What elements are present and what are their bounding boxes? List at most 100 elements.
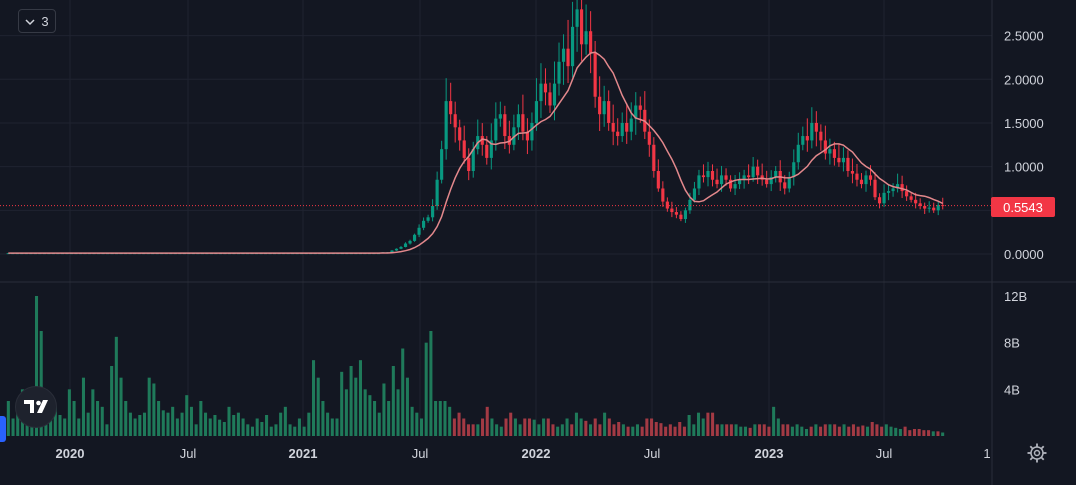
volume-bar	[931, 431, 935, 436]
candle-body	[850, 171, 855, 174]
volume-bar	[11, 418, 15, 436]
volume-axis[interactable]: 4B 8B 12B	[1004, 289, 1027, 397]
volume-bar	[856, 426, 860, 436]
candle-body	[467, 157, 471, 171]
volume-bar	[171, 406, 175, 436]
price-tick-label: 2.5000	[1004, 29, 1044, 44]
candle-body	[602, 101, 606, 115]
candle-body	[462, 140, 466, 158]
volume-bar	[448, 406, 452, 436]
volume-bar	[175, 418, 179, 436]
volume-bar	[734, 424, 738, 436]
volume-bar	[283, 406, 287, 436]
volume-bar	[753, 424, 757, 436]
candle-body	[489, 140, 493, 158]
volume-bar	[321, 401, 325, 436]
volume-bar	[396, 389, 400, 436]
candle-body	[593, 53, 597, 97]
price-tick-label: 1.5000	[1004, 116, 1044, 131]
volume-bar	[269, 426, 273, 436]
time-tick-label: 2020	[56, 446, 85, 461]
volume-bars	[6, 296, 945, 436]
volume-bar	[232, 415, 236, 436]
volume-bar	[490, 418, 494, 436]
volume-bar	[438, 401, 442, 436]
candle-body	[399, 247, 403, 249]
volume-bar	[635, 424, 640, 436]
candle-body	[417, 227, 421, 235]
time-tick-label: Jul	[876, 446, 893, 461]
candle-body	[408, 240, 412, 244]
candle-body	[403, 243, 408, 248]
volume-bar	[790, 426, 794, 436]
candle-body	[543, 83, 548, 93]
volume-bar	[96, 401, 100, 436]
candle-body	[936, 205, 940, 211]
time-tick-label: Jul	[412, 446, 429, 461]
volume-bar	[743, 426, 747, 436]
last-price-badge-box	[991, 197, 1055, 217]
time-axis[interactable]: 2020 Jul 2021 Jul 2022 Jul 2023 Jul 1	[56, 446, 991, 461]
volume-bar	[250, 426, 255, 436]
volume-bar	[405, 377, 409, 436]
candle-body	[620, 122, 624, 137]
volume-bar	[434, 401, 438, 436]
gear-icon[interactable]	[1026, 442, 1048, 464]
candle-body	[751, 166, 755, 178]
volume-bar	[903, 426, 907, 436]
candle-body	[426, 217, 430, 221]
candle-body	[449, 101, 453, 115]
volume-bar	[63, 418, 67, 436]
candle-body	[580, 9, 584, 45]
tradingview-logo-icon[interactable]	[15, 386, 57, 428]
volume-bar	[255, 418, 259, 436]
candle-body	[769, 177, 773, 185]
volume-bar	[617, 422, 621, 436]
volume-bar	[236, 412, 240, 436]
candle-body	[683, 210, 688, 220]
candle-body	[868, 175, 873, 180]
candle-body	[733, 184, 737, 189]
volume-bar	[387, 401, 391, 436]
volume-bar	[866, 426, 870, 436]
volume-bar	[894, 427, 898, 436]
volume-bar	[739, 426, 743, 436]
volume-bar	[86, 412, 90, 436]
volume-bar	[260, 422, 264, 436]
volume-bar	[833, 424, 837, 436]
volume-bar	[466, 424, 470, 436]
time-tick-label: Jul	[644, 446, 661, 461]
indicators-toggle-button[interactable]: 3	[18, 9, 56, 33]
volume-bar	[34, 296, 39, 436]
candle-body	[909, 196, 913, 200]
candle-body	[828, 149, 832, 154]
candle-body	[914, 199, 918, 204]
candle-body	[440, 149, 444, 180]
volume-bar	[612, 424, 616, 436]
volume-bar	[279, 412, 283, 436]
candle-body	[819, 131, 823, 141]
candle-body	[679, 214, 683, 220]
candle-body	[431, 205, 435, 218]
volume-bar	[481, 418, 485, 436]
volume-bar	[53, 406, 57, 436]
volume-bar	[462, 418, 466, 436]
volume-bar	[77, 418, 81, 436]
volume-bar	[67, 389, 71, 436]
candle-body	[390, 250, 394, 253]
candle-body	[837, 157, 841, 163]
volume-bar	[218, 419, 222, 436]
volume-bar	[532, 419, 536, 436]
volume-bar	[640, 426, 644, 436]
side-panel-tab[interactable]	[0, 416, 6, 442]
volume-bar	[227, 406, 231, 436]
volume-tick-label: 12B	[1004, 289, 1027, 304]
chevron-down-icon	[25, 14, 35, 29]
candle-body	[841, 157, 846, 163]
volume-bar	[804, 429, 809, 436]
volume-bar	[495, 424, 499, 436]
volume-bar	[542, 418, 546, 436]
candle-body	[611, 122, 615, 132]
